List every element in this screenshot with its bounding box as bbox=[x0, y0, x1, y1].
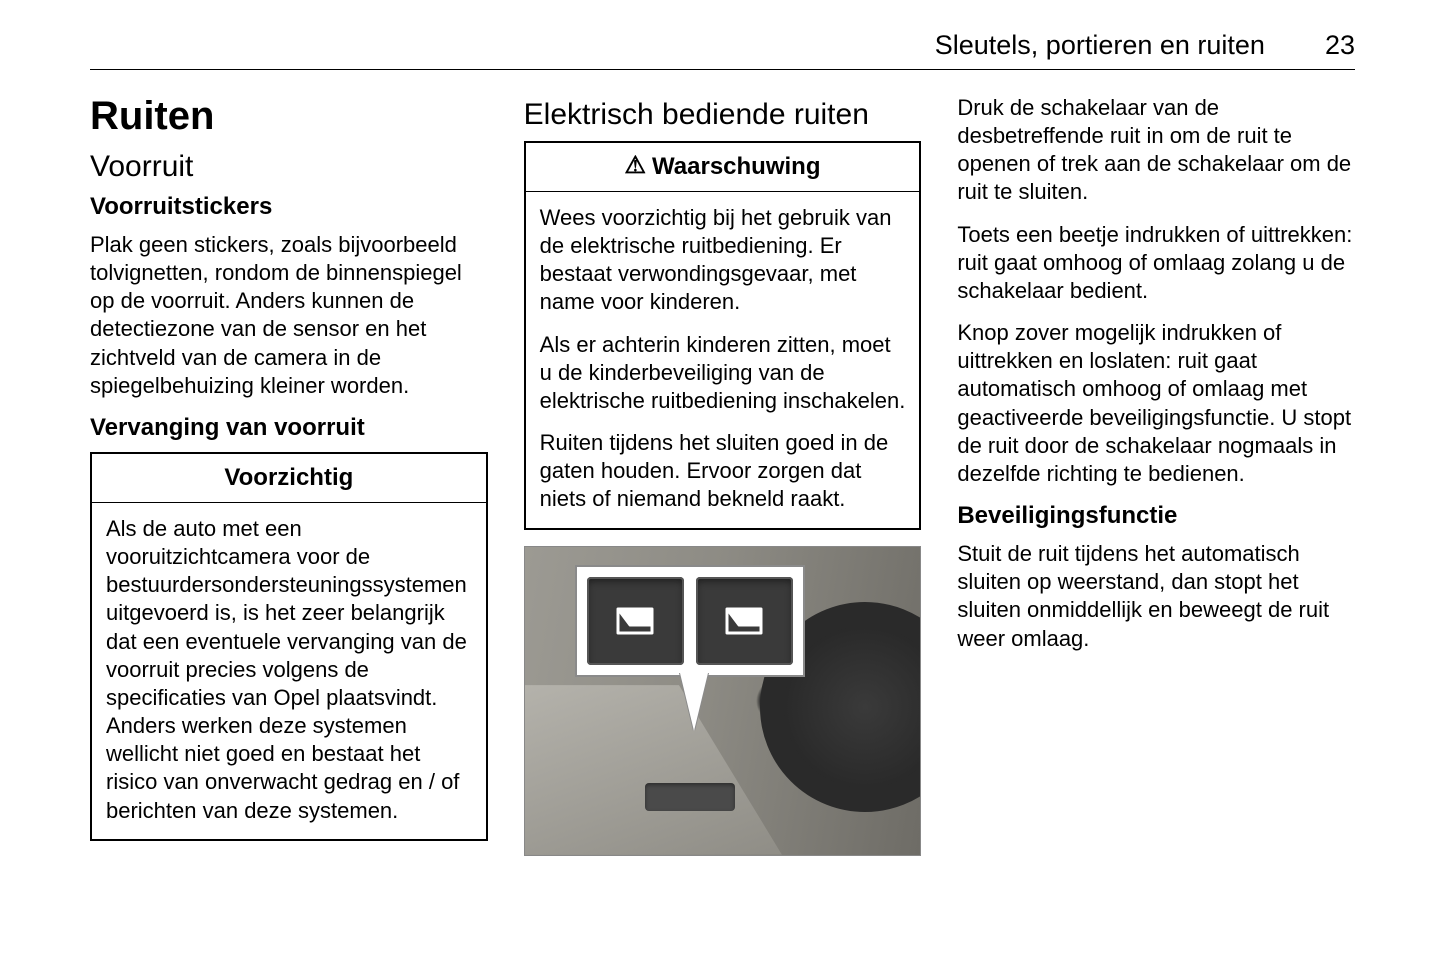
col3-p3: Knop zover mogelijk indrukken of uittrek… bbox=[957, 319, 1355, 488]
warning-p1: Wees voorzichtig bij het gebruik van de … bbox=[540, 204, 906, 317]
page-number: 23 bbox=[1325, 30, 1355, 61]
heading-voorruitstickers: Voorruitstickers bbox=[90, 193, 488, 221]
column-1: Ruiten Voorruit Voorruitstickers Plak ge… bbox=[90, 94, 488, 857]
page-header: Sleutels, portieren en ruiten 23 bbox=[90, 30, 1355, 61]
window-down-icon bbox=[721, 601, 767, 641]
door-button-panel bbox=[645, 783, 735, 811]
window-switch-figure bbox=[524, 546, 922, 856]
caution-text: Als de auto met een vooruitzichtcamera v… bbox=[106, 515, 472, 825]
section-title: Sleutels, portieren en ruiten bbox=[935, 30, 1265, 61]
manual-page: Sleutels, portieren en ruiten 23 Ruiten … bbox=[0, 0, 1445, 887]
balloon-tail bbox=[680, 673, 708, 731]
content-columns: Ruiten Voorruit Voorruitstickers Plak ge… bbox=[90, 94, 1355, 857]
caution-title: Voorzichtig bbox=[92, 454, 486, 503]
paragraph-stickers: Plak geen stickers, zoals bijvoorbeeld t… bbox=[90, 231, 488, 400]
col3-p4: Stuit de ruit tijdens het automatisch sl… bbox=[957, 540, 1355, 653]
window-switch-left bbox=[587, 577, 684, 665]
heading-voorruit: Voorruit bbox=[90, 150, 488, 183]
warning-p3: Ruiten tijdens het sluiten goed in de ga… bbox=[540, 429, 906, 513]
caution-body: Als de auto met een vooruitzichtcamera v… bbox=[92, 503, 486, 839]
col3-p1: Druk de schakelaar van de desbetreffende… bbox=[957, 94, 1355, 207]
warning-header: ⚠Waarschuwing bbox=[526, 143, 920, 192]
warning-p2: Als er achterin kinderen zitten, moet u … bbox=[540, 331, 906, 415]
heading-elektrisch: Elektrisch bediende ruiten bbox=[524, 98, 922, 131]
warning-icon: ⚠ bbox=[625, 154, 647, 178]
header-divider bbox=[90, 69, 1355, 70]
window-switch-right bbox=[696, 577, 793, 665]
heading-vervanging: Vervanging van voorruit bbox=[90, 414, 488, 442]
warning-box: ⚠Waarschuwing Wees voorzichtig bij het g… bbox=[524, 141, 922, 530]
warning-body: Wees voorzichtig bij het gebruik van de … bbox=[526, 192, 920, 528]
heading-ruiten: Ruiten bbox=[90, 94, 488, 138]
col3-p2: Toets een beetje indrukken of uittrekken… bbox=[957, 221, 1355, 305]
switch-callout-balloon bbox=[575, 565, 805, 677]
column-2: Elektrisch bediende ruiten ⚠Waarschuwing… bbox=[524, 94, 922, 857]
caution-box: Voorzichtig Als de auto met een vooruitz… bbox=[90, 452, 488, 841]
warning-title: Waarschuwing bbox=[652, 153, 820, 181]
heading-beveiliging: Beveiligingsfunctie bbox=[957, 502, 1355, 530]
column-3: Druk de schakelaar van de desbetreffende… bbox=[957, 94, 1355, 857]
window-down-icon bbox=[612, 601, 658, 641]
